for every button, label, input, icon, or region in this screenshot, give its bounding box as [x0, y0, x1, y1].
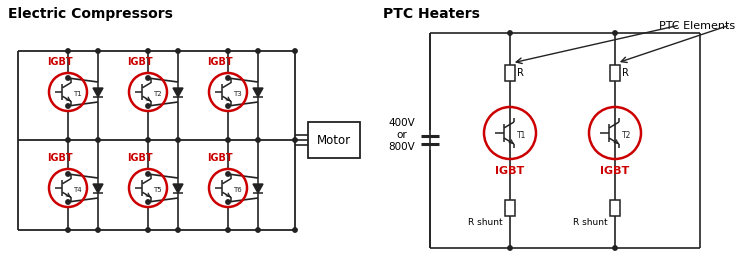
Circle shape	[226, 49, 230, 53]
Circle shape	[66, 200, 70, 204]
Text: R shunt: R shunt	[468, 218, 503, 227]
Text: 400V
or
800V: 400V or 800V	[388, 118, 416, 152]
Circle shape	[146, 76, 150, 80]
Circle shape	[226, 104, 230, 108]
Circle shape	[613, 31, 617, 35]
Circle shape	[66, 228, 70, 232]
Text: Motor: Motor	[317, 133, 351, 147]
Circle shape	[226, 200, 230, 204]
Circle shape	[292, 138, 297, 142]
Text: T2: T2	[622, 132, 632, 141]
Text: T5: T5	[153, 187, 162, 193]
Circle shape	[176, 49, 180, 53]
Circle shape	[256, 228, 260, 232]
Bar	[505, 65, 515, 81]
Text: T6: T6	[233, 187, 242, 193]
Text: R shunt: R shunt	[573, 218, 608, 227]
Polygon shape	[253, 184, 263, 193]
Circle shape	[146, 49, 150, 53]
Text: IGBT: IGBT	[127, 57, 153, 67]
Circle shape	[176, 138, 180, 142]
Circle shape	[226, 76, 230, 80]
Circle shape	[146, 138, 150, 142]
Circle shape	[96, 138, 100, 142]
Circle shape	[256, 138, 260, 142]
Text: T1: T1	[517, 132, 526, 141]
Text: Electric Compressors: Electric Compressors	[8, 7, 172, 21]
Circle shape	[146, 104, 150, 108]
Circle shape	[508, 246, 512, 250]
Text: PTC Heaters: PTC Heaters	[383, 7, 480, 21]
Text: IGBT: IGBT	[495, 166, 525, 176]
Bar	[505, 200, 515, 216]
Circle shape	[226, 228, 230, 232]
Circle shape	[292, 228, 297, 232]
Circle shape	[508, 31, 512, 35]
Text: T1: T1	[73, 91, 82, 97]
Text: R: R	[622, 68, 628, 78]
Text: T3: T3	[233, 91, 242, 97]
Circle shape	[613, 246, 617, 250]
Polygon shape	[173, 184, 183, 193]
Text: IGBT: IGBT	[600, 166, 630, 176]
Circle shape	[226, 138, 230, 142]
Text: PTC Elements: PTC Elements	[658, 21, 735, 31]
Circle shape	[292, 49, 297, 53]
Polygon shape	[93, 88, 103, 97]
Polygon shape	[253, 88, 263, 97]
Text: IGBT: IGBT	[207, 153, 232, 163]
Bar	[610, 65, 620, 81]
Circle shape	[146, 172, 150, 176]
Circle shape	[96, 49, 100, 53]
Circle shape	[226, 172, 230, 176]
Polygon shape	[173, 88, 183, 97]
Circle shape	[146, 228, 150, 232]
Circle shape	[146, 200, 150, 204]
Circle shape	[96, 228, 100, 232]
Circle shape	[256, 49, 260, 53]
Text: IGBT: IGBT	[47, 57, 73, 67]
Text: R: R	[517, 68, 524, 78]
Text: T4: T4	[73, 187, 82, 193]
Circle shape	[66, 49, 70, 53]
Circle shape	[176, 228, 180, 232]
Bar	[610, 200, 620, 216]
Bar	[308, 122, 360, 158]
Polygon shape	[93, 184, 103, 193]
Circle shape	[66, 104, 70, 108]
Circle shape	[66, 172, 70, 176]
Text: IGBT: IGBT	[207, 57, 232, 67]
Circle shape	[66, 138, 70, 142]
Text: IGBT: IGBT	[127, 153, 153, 163]
Text: T2: T2	[153, 91, 162, 97]
Circle shape	[66, 76, 70, 80]
Text: IGBT: IGBT	[47, 153, 73, 163]
